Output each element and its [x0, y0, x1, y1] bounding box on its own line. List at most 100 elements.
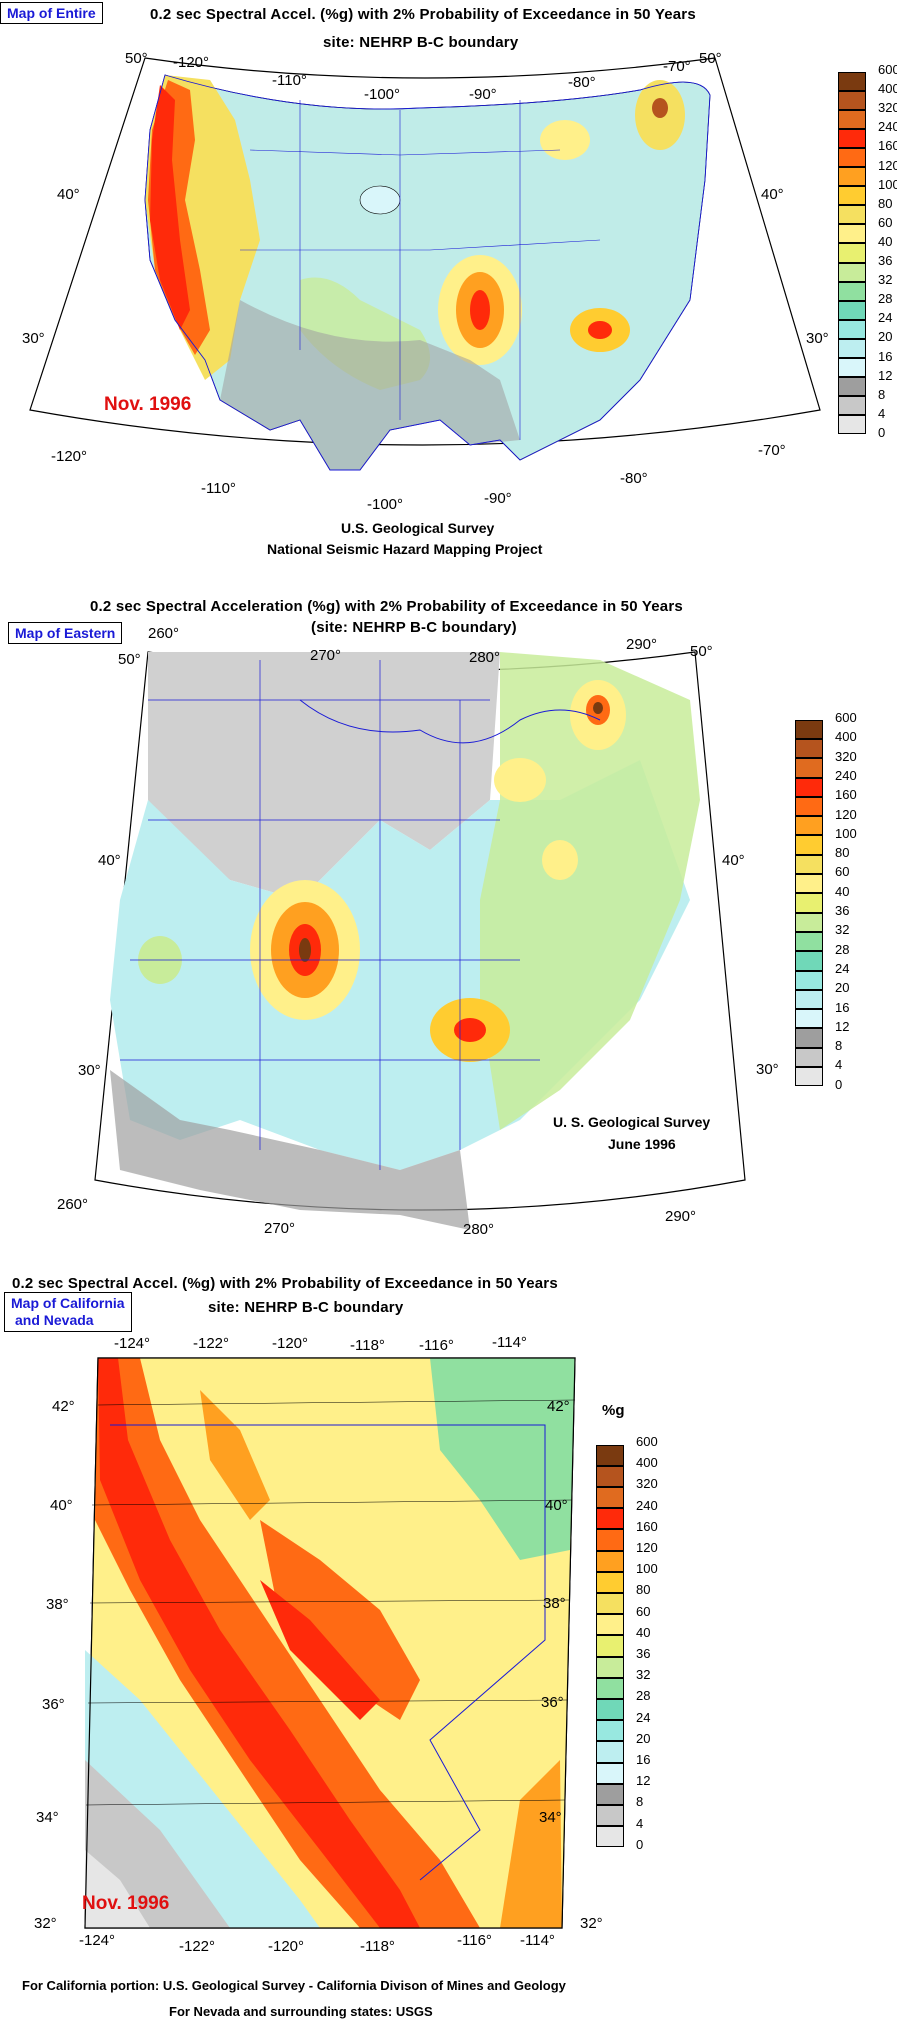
map2-legend-label: 32	[835, 922, 850, 938]
map3-lat-32-left: 32°	[34, 1915, 57, 1932]
map1-legend-label: 0	[878, 424, 886, 440]
map3-lon-top-116: -116°	[419, 1337, 454, 1354]
map1-lon-bot-100: -100°	[367, 496, 404, 513]
map-eastern-link[interactable]: Map of Eastern	[8, 622, 123, 644]
map1-subtitle: site: NEHRP B-C boundary	[323, 34, 519, 51]
map3-lon-top-124: -124°	[114, 1335, 151, 1352]
map3-legend-swatch	[596, 1805, 624, 1827]
map3-subtitle: site: NEHRP B-C boundary	[208, 1299, 404, 1316]
map3-legend-swatch	[596, 1444, 624, 1466]
map3-credit-california: For California portion: U.S. Geological …	[22, 1978, 566, 1993]
map3-graphic	[84, 1357, 576, 1929]
map1-legend-label: 120	[878, 157, 897, 173]
map-entire-link[interactable]: Map of Entire	[0, 2, 103, 24]
map3-lat-36-right: 36°	[541, 1694, 564, 1711]
map2-legend-label: 160	[835, 787, 857, 803]
map1-legend-label: 60	[878, 214, 893, 230]
map2-lon-bot-290: 290°	[665, 1208, 697, 1225]
map2-legend-swatch	[795, 777, 823, 797]
map2-lon-top-290: 290°	[626, 636, 658, 653]
map3-legend-label: 32	[636, 1667, 651, 1683]
map3-legend-swatch	[596, 1699, 624, 1721]
map3-legend-swatch	[596, 1741, 624, 1763]
map3-legend-label: 4	[636, 1815, 644, 1831]
map3-button-line2[interactable]: and Nevada	[15, 1312, 94, 1328]
map1-legend-label: 8	[878, 386, 886, 402]
map2-legend-swatch	[795, 931, 823, 952]
map1-credit-project: National Seismic Hazard Mapping Project	[267, 541, 543, 557]
map1-legend-label: 160	[878, 138, 897, 154]
map1-legend-swatch	[838, 281, 866, 301]
map1-legend-label: 20	[878, 329, 893, 345]
map2-legend-swatch	[795, 719, 823, 739]
map2-legend-label: 24	[835, 960, 850, 976]
map2-legend-label: 16	[835, 999, 850, 1015]
map1-legend-swatch	[838, 167, 866, 187]
map2-legend-swatch	[795, 796, 823, 817]
map3-lon-bot-118: -118°	[360, 1938, 395, 1955]
map1-lon-top-100: -100°	[364, 86, 401, 103]
map1-legend-swatch	[838, 109, 866, 129]
map1-legend-label: 320	[878, 100, 897, 116]
map3-lat-40-right: 40°	[545, 1497, 568, 1514]
map3-credit-nevada: For Nevada and surrounding states: USGS	[169, 2004, 433, 2019]
map2-credit-usgs: U. S. Geological Survey	[553, 1114, 711, 1130]
map3-title: 0.2 sec Spectral Accel. (%g) with 2% Pro…	[12, 1275, 558, 1292]
map1-lat-30-right: 30°	[806, 330, 829, 347]
map3-button-line1[interactable]: Map of California	[11, 1295, 125, 1311]
map1-lat-40-left: 40°	[57, 186, 80, 203]
map1-legend-swatch	[838, 377, 866, 397]
map3-legend-label: 20	[636, 1730, 651, 1746]
map3-legend-swatch	[596, 1593, 624, 1615]
map1-lon-bot-90: -90°	[484, 490, 512, 507]
map1-legend-swatch	[838, 300, 866, 320]
map3-legend-swatch	[596, 1571, 624, 1593]
map3-lat-38-left: 38°	[46, 1596, 69, 1613]
map2-legend-label: 4	[835, 1057, 843, 1073]
map1-lat-30-left: 30°	[22, 330, 45, 347]
map2-lon-bot-270: 270°	[264, 1220, 296, 1237]
map1-lon-top-80: -80°	[568, 74, 596, 91]
map2-legend-swatch	[795, 1009, 823, 1029]
map1-legend-swatch	[838, 396, 866, 416]
map2-lat-30-right: 30°	[756, 1061, 779, 1078]
map1-lon-top-90: -90°	[469, 86, 497, 103]
map1-title: 0.2 sec Spectral Accel. (%g) with 2% Pro…	[150, 6, 696, 23]
map3-legend-swatch	[596, 1826, 624, 1848]
map3-legend-swatch	[596, 1614, 624, 1636]
map1-legend-label: 100	[878, 176, 897, 192]
map1-legend-label: 36	[878, 253, 893, 268]
map2-legend-label: 20	[835, 980, 850, 996]
map1-legend-label: 28	[878, 291, 893, 307]
map1-legend-label: 80	[878, 195, 893, 211]
map1-legend-swatch	[838, 128, 866, 148]
map1-legend-label: 400	[878, 81, 897, 97]
map1-lon-bot-80: -80°	[620, 470, 648, 487]
map3-legend-swatch	[596, 1677, 624, 1699]
map2-legend-label: 320	[835, 748, 857, 764]
map2-lat-40-left: 40°	[98, 852, 121, 869]
map2-subtitle: (site: NEHRP B-C boundary)	[311, 619, 517, 636]
map3-legend-label: 80	[636, 1582, 651, 1598]
map3-lon-bot-124: -124°	[79, 1932, 116, 1949]
map2-legend-label: 400	[835, 729, 857, 745]
map2-legend-swatch	[795, 912, 823, 932]
map3-legend-label: 400	[636, 1455, 658, 1471]
map3-lat-42-right: 42°	[547, 1398, 570, 1415]
map3-legend-label: 28	[636, 1688, 651, 1704]
map3-legend-label: 60	[636, 1603, 651, 1619]
map1-lat-50-right: 50°	[699, 50, 722, 67]
map1-legend-swatch	[838, 358, 866, 378]
map1-lat-40-right: 40°	[761, 186, 784, 203]
map1-lon-top-70: -70°	[663, 58, 691, 75]
map3-legend-label: 40	[636, 1624, 651, 1640]
map3-lon-top-118: -118°	[350, 1337, 385, 1354]
map1-legend-label: 24	[878, 310, 893, 326]
map3-lon-top-120: -120°	[272, 1335, 309, 1352]
map1-credit-usgs: U.S. Geological Survey	[341, 520, 495, 536]
map1-legend-swatch	[838, 224, 866, 244]
map3-legend-swatch	[596, 1783, 624, 1805]
map3-legend-swatch	[596, 1720, 624, 1742]
map-california-nevada-link[interactable]: Map of California and Nevada	[4, 1292, 132, 1332]
map2-graphic	[94, 651, 746, 1230]
